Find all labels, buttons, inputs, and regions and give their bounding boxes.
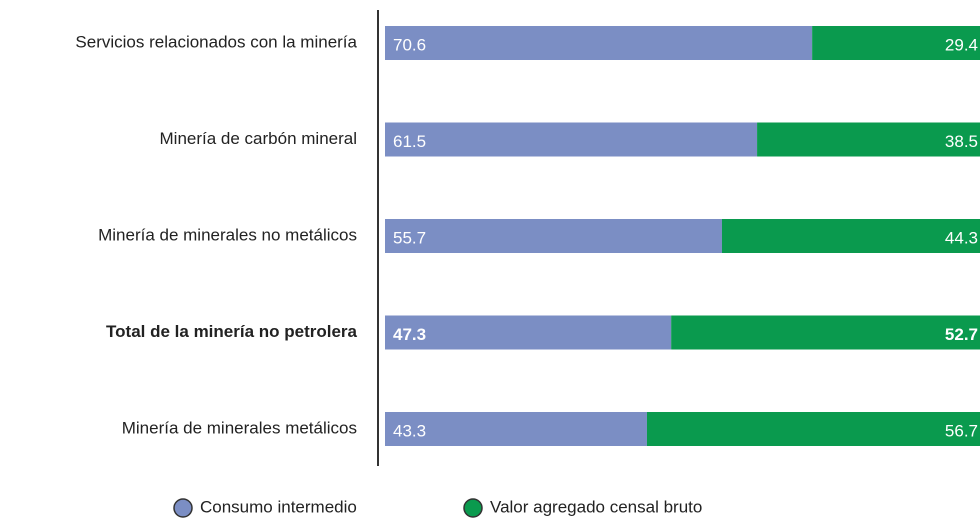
value-label: 70.6 — [393, 35, 426, 54]
value-label: 38.5 — [945, 132, 978, 151]
bar-segment — [385, 412, 647, 446]
category-label: Minería de carbón mineral — [160, 129, 357, 148]
value-label: 29.4 — [945, 35, 978, 54]
category-label: Servicios relacionados con la minería — [75, 32, 357, 51]
bar-segment — [385, 315, 672, 350]
legend-label: Consumo intermedio — [200, 497, 357, 516]
category-label: Minería de minerales no metálicos — [98, 225, 357, 244]
category-label: Total de la minería no petrolera — [106, 322, 358, 341]
bar-segment — [646, 412, 980, 446]
bar-segment — [812, 26, 980, 60]
legend-swatch — [463, 498, 483, 518]
bar-segment — [671, 315, 980, 350]
bar-segment — [757, 122, 980, 157]
legend-label: Valor agregado censal bruto — [490, 497, 702, 516]
value-label: 52.7 — [945, 325, 978, 344]
bar-segment — [721, 219, 980, 253]
value-label: 43.3 — [393, 421, 426, 440]
category-label: Minería de minerales metálicos — [122, 418, 357, 437]
bar-segment — [385, 26, 813, 60]
bar-segment — [385, 122, 758, 157]
bar-segment — [385, 219, 722, 253]
value-label: 56.7 — [945, 421, 978, 440]
value-label: 55.7 — [393, 228, 426, 247]
value-label: 61.5 — [393, 132, 426, 151]
value-label: 47.3 — [393, 325, 426, 344]
value-label: 44.3 — [945, 228, 978, 247]
legend-swatch — [173, 498, 193, 518]
